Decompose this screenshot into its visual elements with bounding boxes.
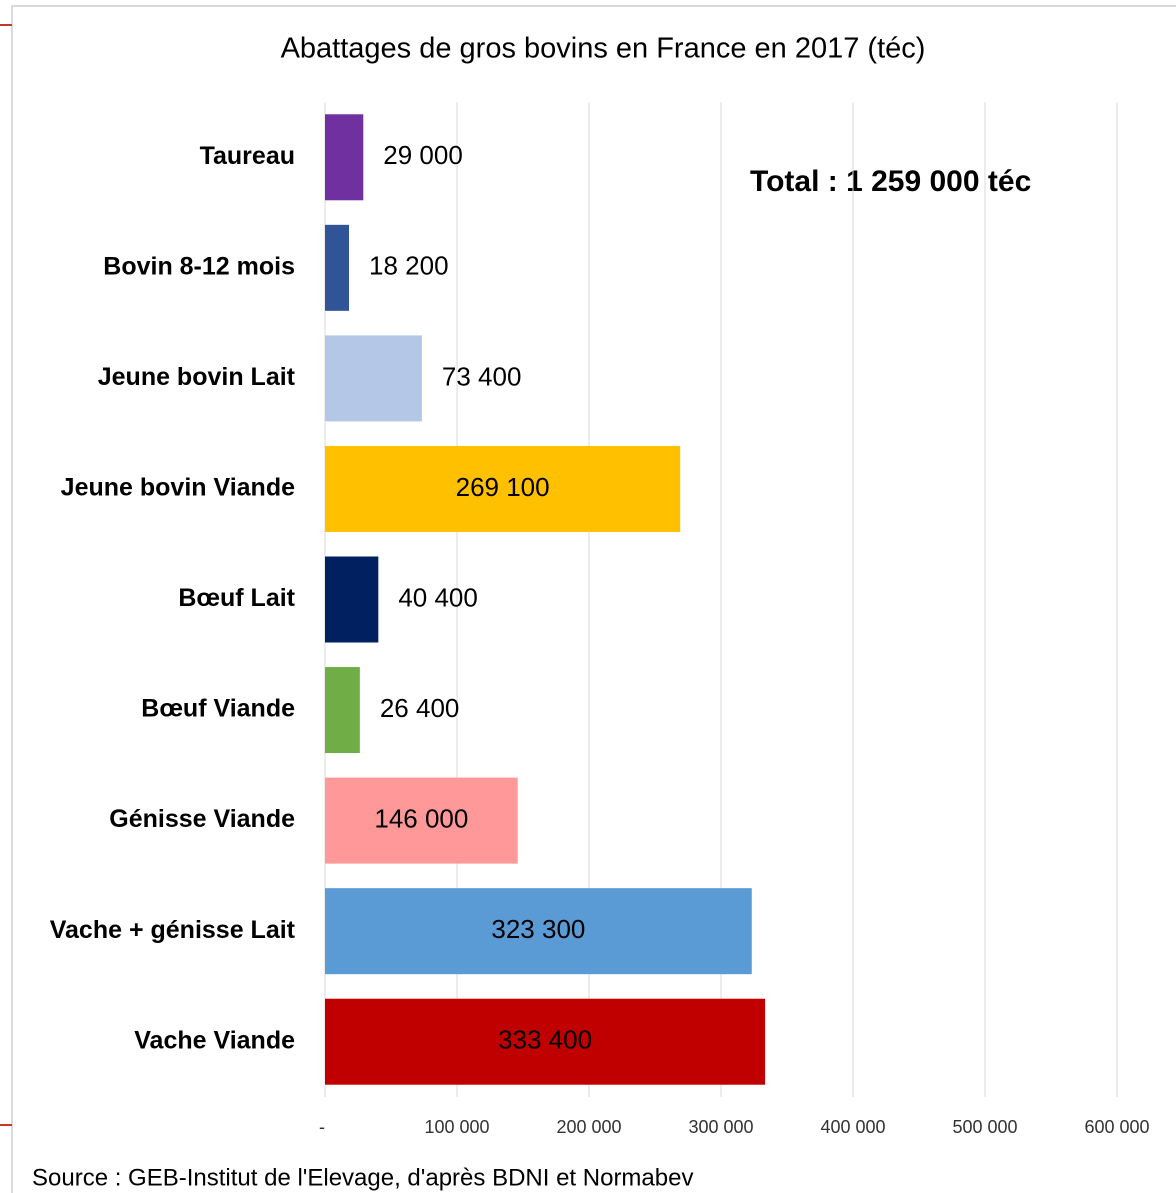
y-tick-label: Jeune bovin Viande bbox=[61, 474, 295, 502]
x-tick-label: 300 000 bbox=[688, 1117, 753, 1137]
x-tick-label: 200 000 bbox=[556, 1117, 621, 1137]
y-tick-label: Taureau bbox=[200, 142, 295, 170]
bar bbox=[325, 335, 422, 422]
bar bbox=[325, 777, 518, 864]
data-label: 18 200 bbox=[369, 251, 449, 281]
data-label: 146 000 bbox=[374, 803, 468, 833]
y-tick-label: Vache + génisse Lait bbox=[50, 916, 296, 944]
x-tick-label: 400 000 bbox=[820, 1117, 885, 1137]
y-tick-label: Vache Viande bbox=[134, 1026, 295, 1054]
y-tick-label: Bovin 8-12 mois bbox=[103, 252, 295, 280]
y-tick-label: Bœuf Viande bbox=[141, 695, 295, 723]
bar bbox=[325, 556, 379, 643]
frame bbox=[11, 5, 1176, 1193]
bar bbox=[325, 114, 364, 201]
y-tick-label: Génisse Viande bbox=[109, 805, 295, 833]
bar bbox=[325, 888, 752, 975]
y-tick-label: Jeune bovin Lait bbox=[98, 363, 296, 391]
bar bbox=[325, 224, 350, 311]
x-tick-label: 600 000 bbox=[1084, 1117, 1149, 1137]
annotation: Total : 1 259 000 téc bbox=[750, 165, 1031, 198]
data-label: 40 400 bbox=[398, 582, 478, 612]
bar bbox=[325, 445, 681, 532]
source: Source : GEB-Institut de l'Elevage, d'ap… bbox=[32, 1164, 693, 1191]
data-label: 333 400 bbox=[498, 1025, 592, 1055]
data-label: 73 400 bbox=[442, 361, 522, 391]
chart-title: Abattages de gros bovins en France en 20… bbox=[281, 33, 926, 65]
y-tick-label: Bœuf Lait bbox=[178, 584, 295, 612]
data-label: 323 300 bbox=[491, 914, 585, 944]
x-tick-label: 100 000 bbox=[424, 1117, 489, 1137]
data-label: 29 000 bbox=[383, 140, 463, 170]
data-label: 269 100 bbox=[456, 472, 550, 502]
bar bbox=[325, 998, 766, 1085]
x-tick-label: 500 000 bbox=[952, 1117, 1017, 1137]
x-tick-label: - bbox=[319, 1117, 325, 1137]
bar bbox=[325, 667, 360, 754]
data-label: 26 400 bbox=[380, 693, 460, 723]
